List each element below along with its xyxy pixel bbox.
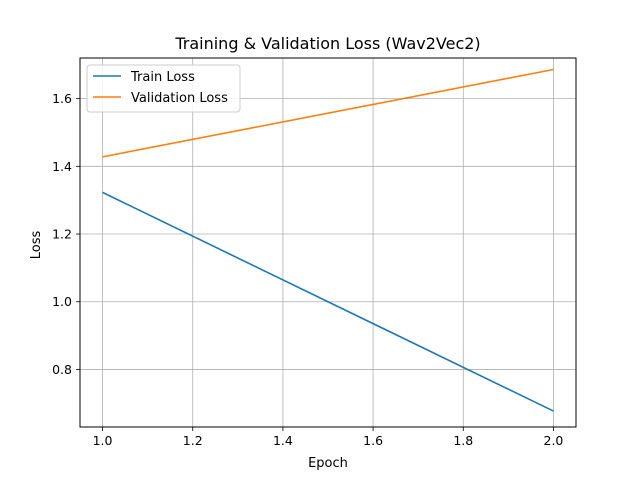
y-axis-ticks: 0.8 1.0 1.2 1.4 1.6 (52, 91, 80, 377)
y-tick-label: 1.4 (52, 159, 72, 174)
y-tick-label: 0.8 (52, 362, 72, 377)
y-tick-label: 1.6 (52, 91, 72, 106)
legend: Train Loss Validation Loss (86, 64, 241, 113)
y-axis-title: Loss (29, 231, 44, 260)
grid-lines (80, 58, 576, 427)
x-tick-label: 1.0 (93, 433, 113, 448)
y-tick-label: 1.2 (52, 227, 72, 242)
series-lines (102, 68, 554, 412)
series-line-train-loss (102, 191, 554, 412)
x-tick-label: 1.8 (453, 433, 473, 448)
series-line-validation-loss (102, 68, 554, 158)
x-axis-ticks: 1.0 1.2 1.4 1.6 1.8 2.0 (93, 427, 564, 448)
x-tick-label: 1.2 (183, 433, 203, 448)
x-axis-title: Epoch (308, 456, 348, 471)
y-tick-label: 1.0 (52, 294, 72, 309)
x-tick-label: 2.0 (544, 433, 564, 448)
chart-title: Training & Validation Loss (Wav2Vec2) (174, 34, 480, 53)
legend-box (86, 64, 241, 113)
legend-label-validation-loss: Validation Loss (131, 91, 228, 106)
legend-label-train-loss: Train Loss (130, 70, 195, 85)
x-tick-label: 1.4 (273, 433, 293, 448)
x-tick-label: 1.6 (363, 433, 383, 448)
plot-frame (79, 57, 577, 428)
